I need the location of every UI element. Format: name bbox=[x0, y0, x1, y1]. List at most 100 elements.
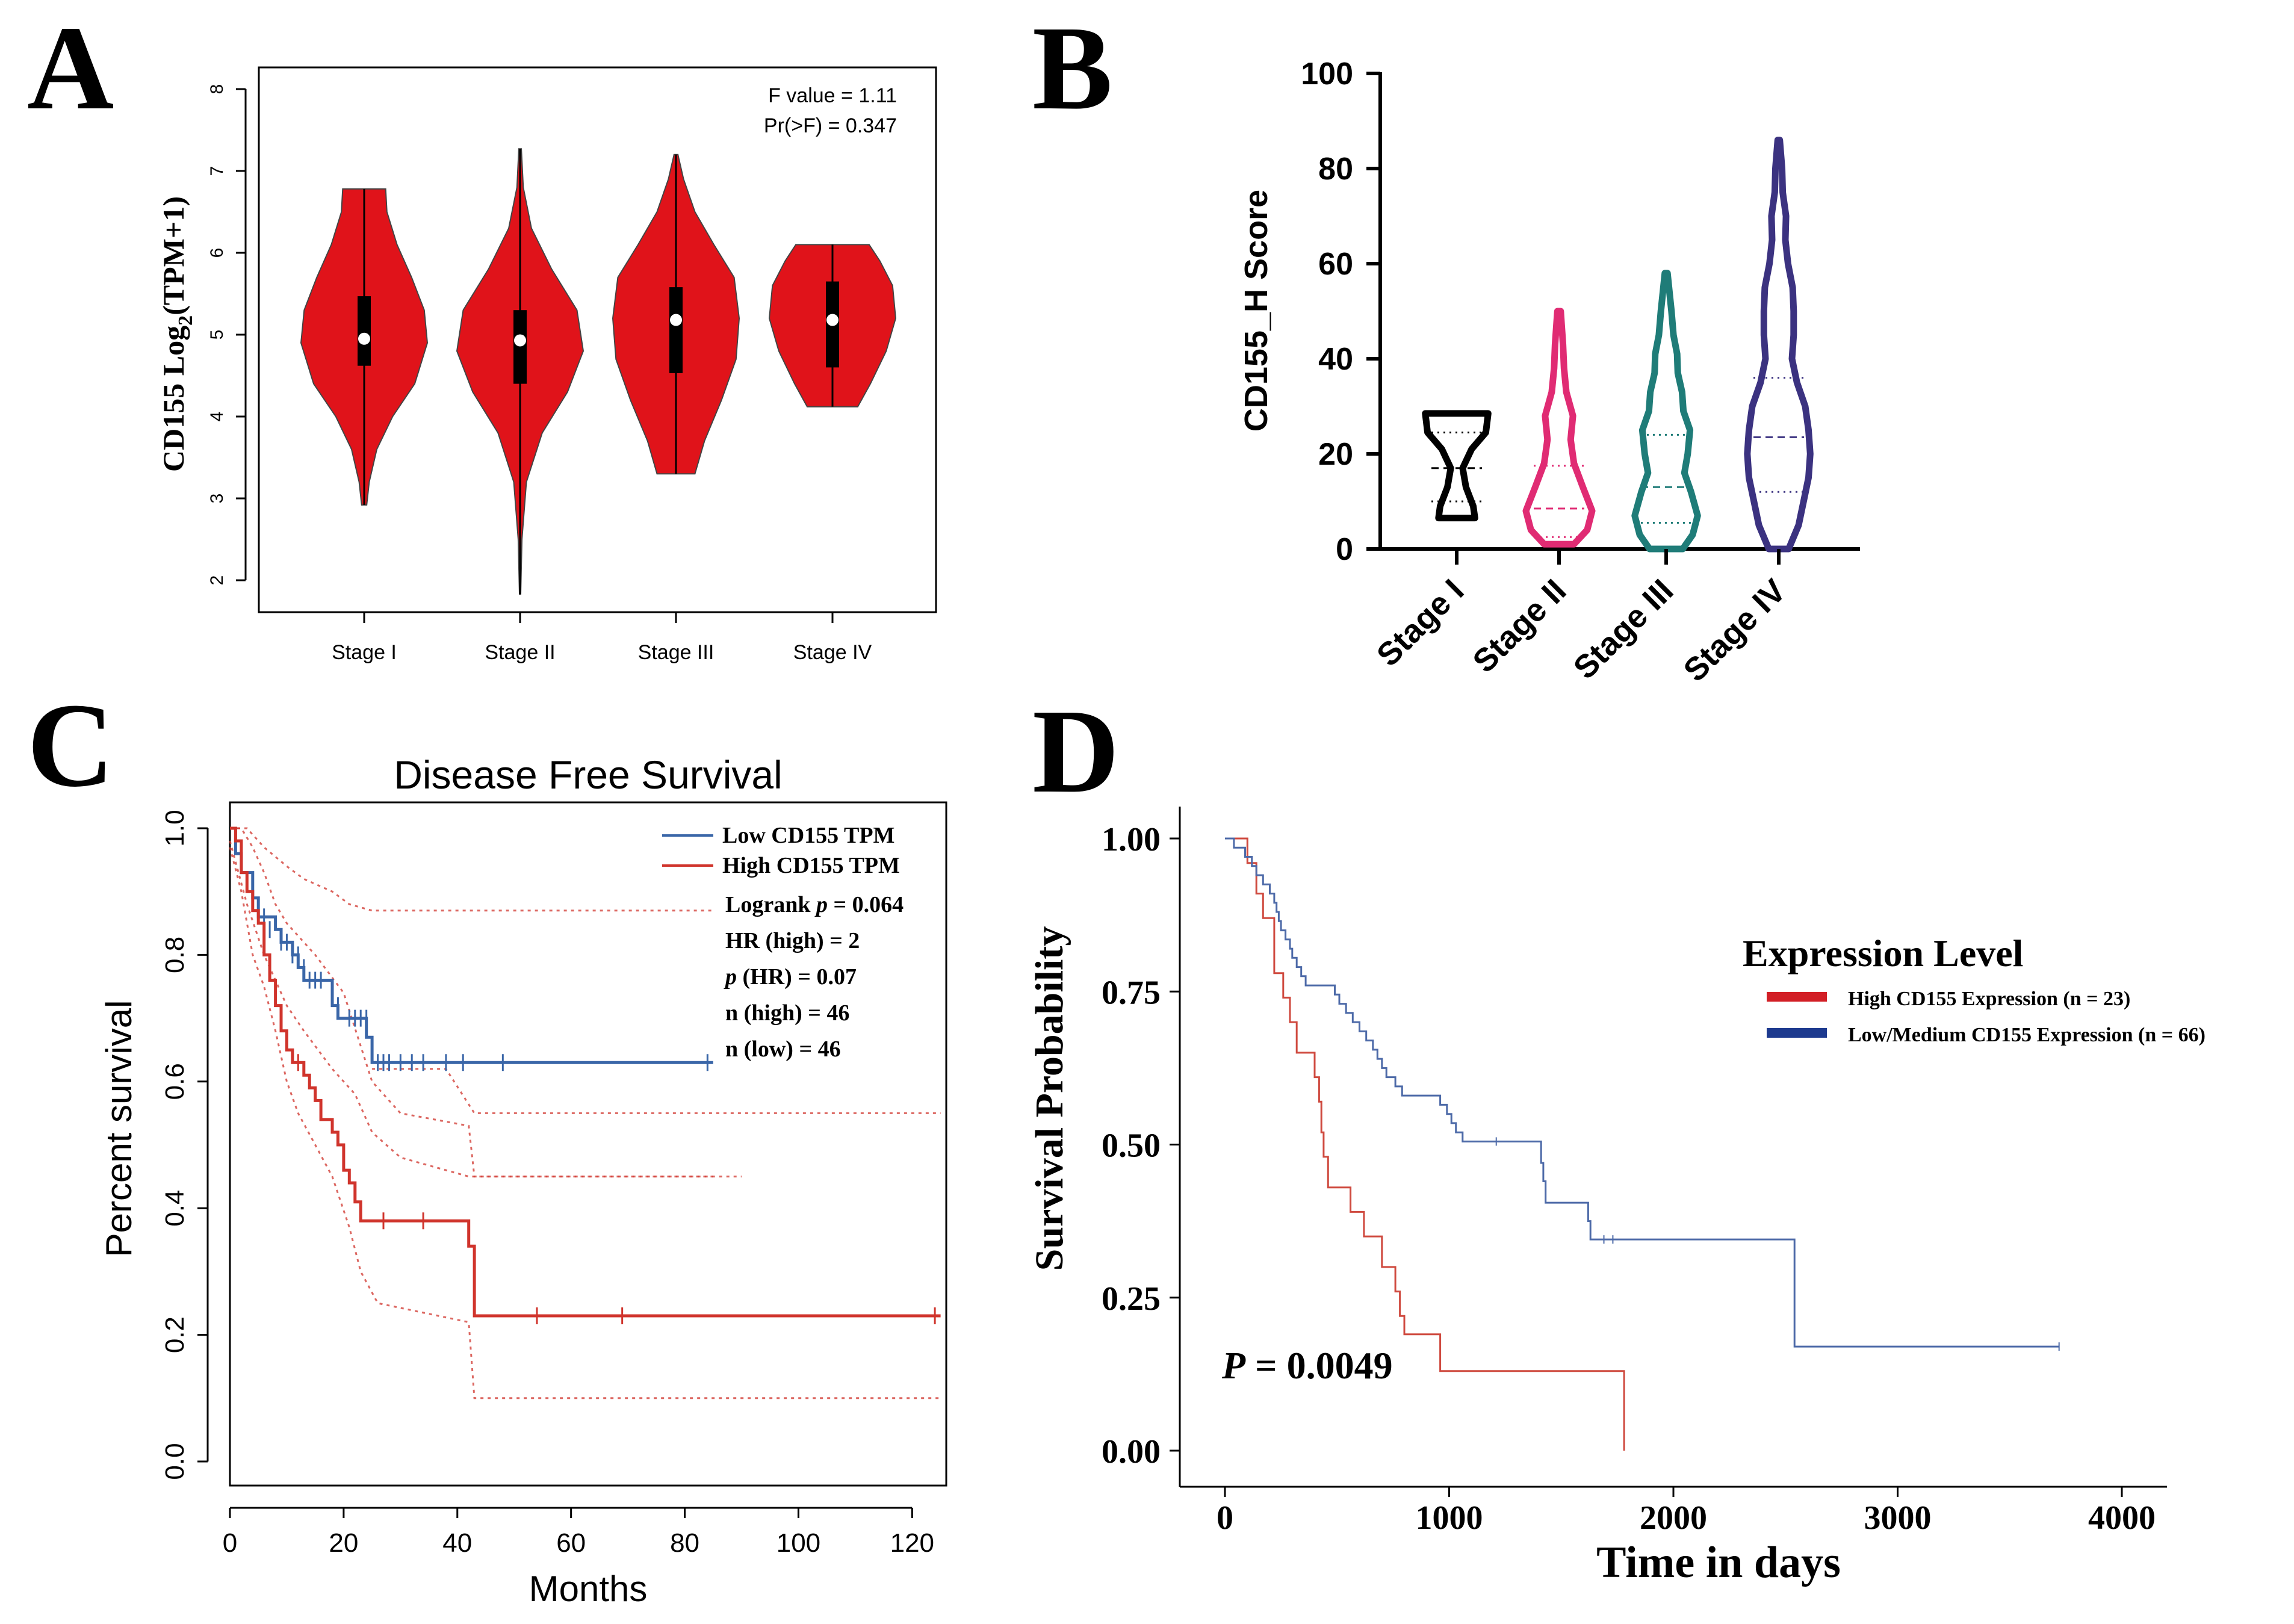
panel-a-violin-median bbox=[826, 314, 839, 326]
panel-a-x-tick-label: Stage III bbox=[638, 641, 715, 664]
panel-c-stat-line: HR (high) = 2 bbox=[725, 928, 860, 953]
panel-c-ci-line bbox=[229, 840, 713, 1178]
panel-b-violins bbox=[1422, 137, 1814, 553]
panel-a-y-tick-label: 4 bbox=[207, 412, 227, 422]
panel-a-violins bbox=[300, 148, 897, 595]
panel-label-d: D bbox=[1032, 685, 1119, 818]
panel-b-y-axis-label: CD155_H Score bbox=[1238, 190, 1274, 432]
panel-c-y-tick-label: 0.0 bbox=[160, 1443, 190, 1480]
panel-c-y-axis-label: Percent survival bbox=[99, 1000, 139, 1257]
panel-b-y-tick-label: 80 bbox=[1318, 152, 1353, 187]
panel-d-legend-swatch-high bbox=[1767, 992, 1827, 1002]
panel-c-x-axis-label: Months bbox=[529, 1569, 648, 1609]
panel-d-chart: 0.00 0.25 0.50 0.75 1.00 0 1000 2000 3000 4000 P … bbox=[1028, 807, 2206, 1587]
panel-b-y-tick-label: 100 bbox=[1301, 57, 1353, 91]
panel-d-legend-low: Low/Medium CD155 Expression (n = 66) bbox=[1848, 1024, 2206, 1046]
panel-c-x-tick-label: 20 bbox=[329, 1528, 358, 1558]
panel-d-legend-title: Expression Level bbox=[1743, 932, 2023, 975]
panel-d-axes: 0.00 0.25 0.50 0.75 1.00 0 1000 2000 3000 4000 bbox=[1102, 821, 2156, 1537]
panel-c-ci-line bbox=[372, 1068, 941, 1114]
panel-c-title: Disease Free Survival bbox=[394, 752, 783, 797]
panel-b-violin bbox=[1744, 137, 1814, 553]
panel-a-x-tick-label: Stage II bbox=[485, 641, 555, 664]
panel-d-x-tick-label: 2000 bbox=[1640, 1499, 1707, 1537]
panel-b-violin bbox=[1422, 410, 1492, 522]
panel-c-curves bbox=[230, 826, 941, 1325]
panel-d-x-tick-label: 4000 bbox=[2088, 1499, 2156, 1537]
panel-b-x-tick-label: Stage II bbox=[1466, 572, 1573, 680]
panel-a-violin-median bbox=[670, 314, 682, 326]
panel-d-x-tick-label: 1000 bbox=[1416, 1499, 1483, 1537]
panel-a-violin-iqr-box bbox=[513, 310, 527, 384]
panel-c-y-tick-label: 0.6 bbox=[160, 1063, 190, 1100]
panel-a-y-tick-label: 8 bbox=[207, 84, 227, 95]
panel-c-survival-curve bbox=[230, 826, 713, 1064]
panel-d-y-tick-label: 1.00 bbox=[1102, 821, 1161, 858]
panel-b-x-tick-label: Stage IV bbox=[1676, 572, 1793, 689]
panel-a-y-tick-label: 2 bbox=[207, 575, 227, 586]
panel-d-y-tick-label: 0.75 bbox=[1102, 974, 1161, 1011]
panel-c-confidence-bands bbox=[229, 827, 941, 1399]
panel-label-a: A bbox=[27, 2, 114, 135]
panel-c-x-tick-label: 120 bbox=[890, 1528, 934, 1558]
panel-d-x-axis-label: Time in days bbox=[1596, 1538, 1841, 1587]
panel-c-ci-line bbox=[230, 827, 742, 1178]
panel-d-y-tick-label: 0.50 bbox=[1102, 1127, 1161, 1165]
panel-c-survival-curve bbox=[230, 826, 941, 1318]
panel-label-b: B bbox=[1032, 2, 1112, 135]
panel-a-pr-value: Pr(>F) = 0.347 bbox=[764, 114, 897, 137]
panel-d-y-tick-label: 0.00 bbox=[1102, 1433, 1161, 1471]
panel-b-y-tick-label: 60 bbox=[1318, 247, 1353, 282]
panel-c-stat-line: p (HR) = 0.07 bbox=[724, 964, 857, 990]
panel-a-f-value: F value = 1.11 bbox=[768, 84, 897, 107]
panel-c-legend-low: Low CD155 TPM bbox=[722, 823, 894, 848]
panel-c-stats: Logrank p = 0.064 HR (high) = 2 p (HR) = 0… bbox=[724, 892, 904, 1062]
panel-c-axes: 0.0 0.2 0.4 0.6 0.8 1.0 0 20 40 60 80 100 120 bbox=[160, 810, 934, 1558]
panel-b-y-tick-label: 0 bbox=[1336, 532, 1353, 567]
panel-b-x-tick-label: Stage I bbox=[1370, 572, 1471, 674]
panel-d-y-tick-label: 0.25 bbox=[1102, 1280, 1161, 1318]
panel-c-x-tick-label: 0 bbox=[223, 1528, 237, 1558]
panel-d-y-axis-label: Survival Probability bbox=[1028, 926, 1071, 1271]
panel-c-legend-high: High CD155 TPM bbox=[722, 853, 900, 878]
panel-b-x-tick-label: Stage III bbox=[1567, 572, 1681, 686]
panel-a-plot-frame bbox=[258, 66, 937, 613]
panel-d-legend: Expression Level High CD155 Expression (… bbox=[1743, 932, 2206, 1046]
panel-a-x-tick-label: Stage IV bbox=[793, 641, 872, 664]
panel-a-violin-iqr-box bbox=[669, 287, 683, 373]
panel-c-x-tick-label: 100 bbox=[777, 1528, 820, 1558]
panel-a-violin-median bbox=[514, 334, 526, 347]
panel-d-legend-swatch-low bbox=[1767, 1028, 1827, 1038]
panel-d-legend-high: High CD155 Expression (n = 23) bbox=[1848, 988, 2130, 1010]
panel-a-y-axis-label: CD155 Log2(TPM+1) bbox=[157, 196, 197, 472]
panel-c-x-tick-label: 60 bbox=[556, 1528, 586, 1558]
panel-c-y-tick-label: 1.0 bbox=[160, 810, 190, 846]
panel-a-y-tick-label: 7 bbox=[207, 166, 227, 176]
panel-d-x-tick-label: 0 bbox=[1217, 1499, 1233, 1537]
panel-a-x-axis: Stage I Stage II Stage III Stage IV bbox=[332, 612, 872, 664]
panel-b-violin bbox=[1631, 270, 1701, 553]
panel-c-chart: Disease Free Survival 0.0 0.2 0.4 0.6 0.8 1.0… bbox=[99, 752, 947, 1609]
panel-c-x-tick-label: 80 bbox=[670, 1528, 699, 1558]
panel-c-stat-line: n (high) = 46 bbox=[725, 1000, 849, 1026]
panel-c-plot-frame bbox=[229, 801, 947, 1487]
panel-b-violin bbox=[1522, 308, 1596, 548]
panel-c-stat-line: Logrank p = 0.064 bbox=[725, 892, 904, 917]
panel-c-y-tick-label: 0.4 bbox=[160, 1190, 190, 1227]
panel-a-chart: 2 3 4 5 6 7 8 Stage I Stage II Stage III Stage IV… bbox=[157, 66, 937, 664]
panel-b-y-tick-label: 20 bbox=[1318, 437, 1353, 472]
panel-a-y-axis: 2 3 4 5 6 7 8 bbox=[207, 84, 247, 586]
panel-c-legend: Low CD155 TPM High CD155 TPM bbox=[662, 823, 900, 878]
panel-a-violin-iqr-box bbox=[358, 296, 371, 366]
panel-c-stat-line: n (low) = 46 bbox=[725, 1037, 841, 1062]
panel-b-y-tick-label: 40 bbox=[1318, 342, 1353, 377]
panel-a-y-tick-label: 3 bbox=[207, 494, 227, 504]
panel-a-y-tick-label: 5 bbox=[207, 330, 227, 340]
panel-d-curves bbox=[1225, 837, 2060, 1451]
panel-a-y-tick-label: 6 bbox=[207, 248, 227, 258]
panel-d-survival-curve bbox=[1225, 837, 1625, 1451]
panel-c-y-tick-label: 0.8 bbox=[160, 937, 190, 973]
